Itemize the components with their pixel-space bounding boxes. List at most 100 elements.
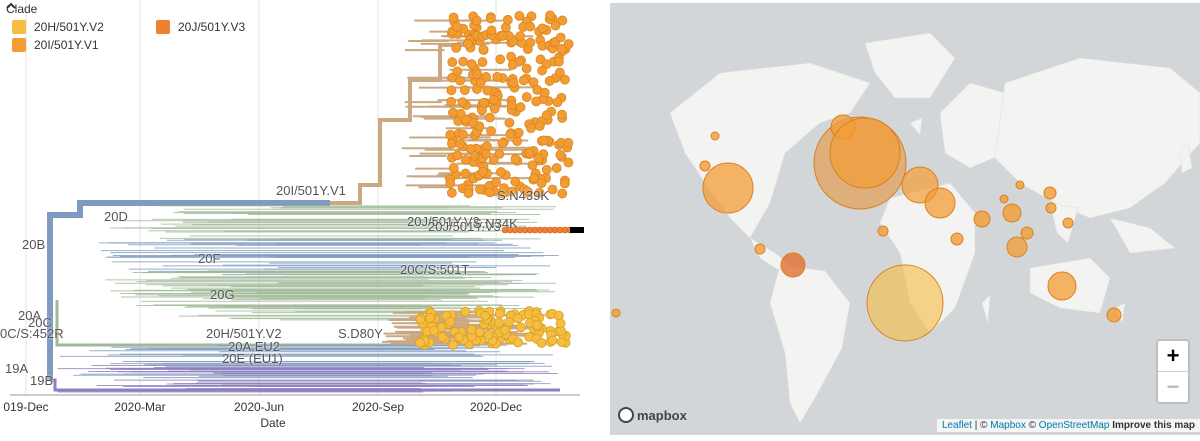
tip-marker [455, 75, 466, 86]
case-bubbles [611, 114, 1122, 342]
tip-marker [533, 153, 544, 164]
tip-marker [531, 96, 542, 107]
tip-marker [550, 20, 561, 31]
tip-marker [494, 149, 505, 159]
land-masses [669, 32, 1200, 424]
clade-legend: Clade 20H/501Y.V2 20I/501Y.V1 20J/501Y.V… [6, 2, 326, 60]
branch [47, 200, 330, 380]
tip-marker [505, 129, 516, 140]
tip-marker [496, 167, 506, 177]
map-attribution: Leaflet | © Mapbox © OpenStreetMap Impro… [936, 419, 1200, 432]
legend-item-20h[interactable]: 20H/501Y.V2 [12, 20, 104, 34]
mapbox-logo: mapbox [618, 407, 687, 423]
tip-marker [555, 149, 566, 160]
mapbox-link[interactable]: Mapbox [990, 420, 1026, 431]
tip-marker [525, 21, 536, 32]
x-tick: 2020-Jun [233, 400, 285, 414]
tip-marker [499, 183, 509, 193]
tip-marker [556, 337, 567, 347]
tip-marker [529, 173, 540, 184]
map-panel[interactable]: mapbox + − Leaflet | © Mapbox © OpenStre… [610, 3, 1200, 435]
tip-marker [463, 188, 474, 199]
clade-label: 20G [210, 287, 235, 302]
tip-marker [515, 322, 526, 333]
tip-marker [479, 97, 489, 108]
zoom-in-button[interactable]: + [1166, 343, 1180, 368]
tip-marker [437, 332, 448, 343]
phylogeny-panel: Clade 20H/501Y.V2 20I/501Y.V1 20J/501Y.V… [0, 0, 590, 441]
tip-marker [452, 150, 463, 161]
world-map[interactable] [610, 3, 1200, 435]
case-bubble [1020, 226, 1034, 240]
case-bubble [702, 162, 754, 214]
asia [994, 57, 1200, 219]
greenland [864, 32, 956, 99]
tip-marker [527, 160, 538, 171]
tip-marker [446, 85, 457, 96]
tip-marker [458, 56, 469, 67]
phylogeny-tree[interactable] [0, 0, 590, 441]
uk [909, 117, 923, 136]
tip-marker [545, 10, 555, 21]
tip-marker [504, 117, 515, 128]
legend-item-20j[interactable]: 20J/501Y.V3 [156, 20, 245, 34]
tip-marker [525, 37, 536, 48]
legend-header[interactable]: Clade [6, 2, 326, 16]
tip-marker [547, 184, 558, 195]
tip-marker [474, 327, 485, 338]
leaflet-link[interactable]: Leaflet [941, 420, 972, 431]
x-tick: 019-Dec [3, 400, 49, 414]
tip-marker [458, 129, 468, 140]
tip-marker [547, 335, 558, 346]
tip-marker [468, 117, 479, 128]
tip-marker [494, 317, 504, 328]
tip-marker [538, 135, 549, 146]
tip-marker [475, 77, 486, 88]
tip-marker [448, 340, 458, 350]
case-bubble [611, 308, 621, 318]
x-axis-label: Date [260, 416, 286, 430]
tip-marker [459, 85, 470, 96]
tip-marker [486, 126, 496, 136]
case-bubble [1002, 203, 1022, 223]
tip-marker [552, 97, 563, 108]
tip-marker [466, 59, 477, 69]
tip-marker [448, 12, 459, 23]
tip-marker [507, 59, 518, 70]
improve-map-link[interactable]: Improve this map [1112, 420, 1195, 431]
case-bubble [1006, 236, 1028, 258]
japan [1179, 142, 1193, 174]
tip-marker [481, 149, 492, 159]
legend-item-20i[interactable]: 20I/501Y.V1 [12, 38, 99, 52]
tip-marker [510, 176, 521, 187]
osm-link[interactable]: OpenStreetMap [1038, 420, 1110, 431]
case-bubble [1015, 180, 1025, 190]
tip-marker [512, 136, 523, 147]
chevron-up-icon[interactable] [6, 2, 16, 9]
tip-marker [560, 74, 570, 85]
tip-marker [457, 97, 468, 108]
tip-marker [518, 75, 529, 86]
tip-marker [447, 57, 458, 68]
tip-marker [557, 43, 567, 54]
tip-marker [553, 56, 564, 67]
tip-marker [448, 163, 459, 173]
zoom-out-button[interactable]: − [1158, 371, 1188, 402]
case-bubble [999, 194, 1009, 204]
tip-marker [537, 23, 548, 34]
tip-marker [477, 57, 488, 67]
tip-marker [482, 85, 493, 96]
tip-marker [541, 110, 552, 121]
tip-marker [429, 325, 440, 336]
tip-marker [454, 332, 465, 343]
branch [50, 378, 560, 392]
clade-label: 20I/501Y.V1 [276, 183, 346, 198]
tip-marker [544, 76, 555, 86]
clade-label: 20C [28, 315, 52, 330]
clade-label: S.N34K [473, 216, 518, 231]
tip-marker [471, 15, 482, 26]
clade-label: 20J/501Y.V3 [407, 214, 480, 229]
tip-marker [526, 123, 536, 134]
tip-marker [415, 314, 426, 325]
case-bubble [710, 131, 720, 141]
